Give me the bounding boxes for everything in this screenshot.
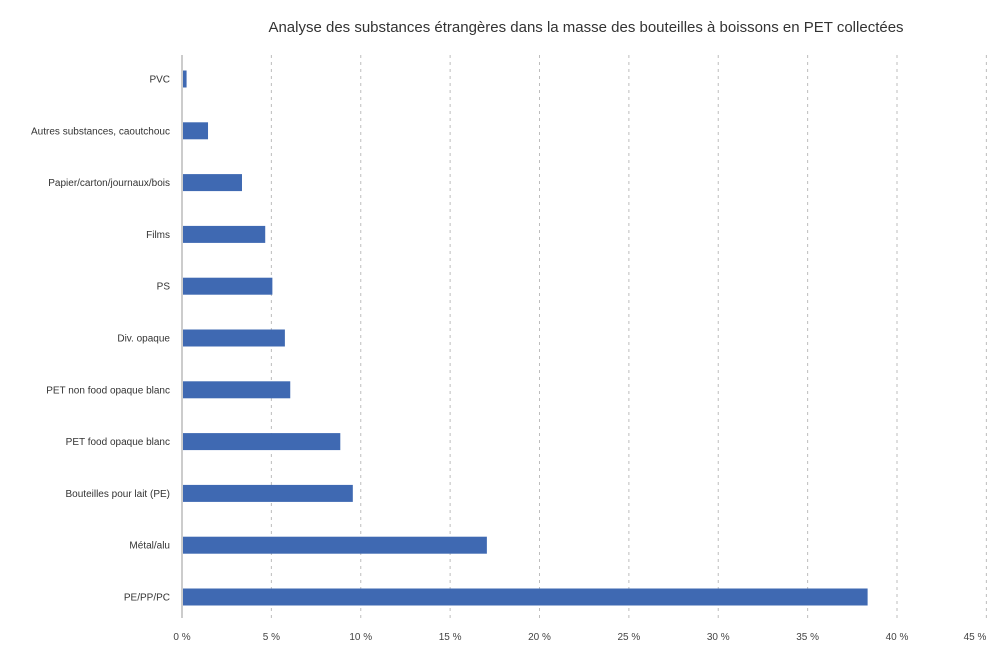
x-tick-label-40: 40 % [886,632,909,643]
x-tick-labels: 0 % 5 % 10 % 15 % 20 % 25 % 30 % 35 % 40 % 45 % [173,632,986,643]
category-label-10: PE/PP/PC [124,593,170,604]
bar-2 [183,174,242,192]
bar-0 [183,70,187,88]
bar-4 [183,277,273,295]
x-tick-label-35: 35 % [796,632,819,643]
bar-3 [183,225,266,243]
category-labels: PVC Autres substances, caoutchouc Papier/c… [31,75,170,604]
x-tick-label-0: 0 % [173,632,190,643]
bar-10 [183,588,868,606]
bar-6 [183,381,291,399]
category-label-5: Div. opaque [117,334,170,345]
category-label-4: PS [157,282,171,293]
category-label-8: Bouteilles pour lait (PE) [66,489,171,500]
x-tick-label-5: 5 % [263,632,280,643]
bar-8 [183,484,353,502]
category-label-7: PET food opaque blanc [66,437,170,448]
x-tick-label-30: 30 % [707,632,730,643]
category-label-0: PVC [149,75,170,86]
bar-7 [183,433,341,451]
x-tick-label-25: 25 % [617,632,640,643]
chart-title: Analyse des substances étrangères dans l… [268,19,903,36]
bar-9 [183,536,487,554]
x-tick-label-20: 20 % [528,632,551,643]
category-label-6: PET non food opaque blanc [46,385,170,396]
category-label-2: Papier/carton/journaux/bois [48,178,170,189]
category-label-9: Métal/alu [129,541,170,552]
bar-1 [183,122,209,140]
x-tick-label-10: 10 % [349,632,372,643]
x-tick-label-45: 45 % [964,632,987,643]
category-label-3: Films [146,230,170,241]
category-label-1: Autres substances, caoutchouc [31,126,170,137]
bar-5 [183,329,285,347]
x-tick-label-15: 15 % [439,632,462,643]
bars [183,70,868,606]
gridlines [270,55,987,618]
